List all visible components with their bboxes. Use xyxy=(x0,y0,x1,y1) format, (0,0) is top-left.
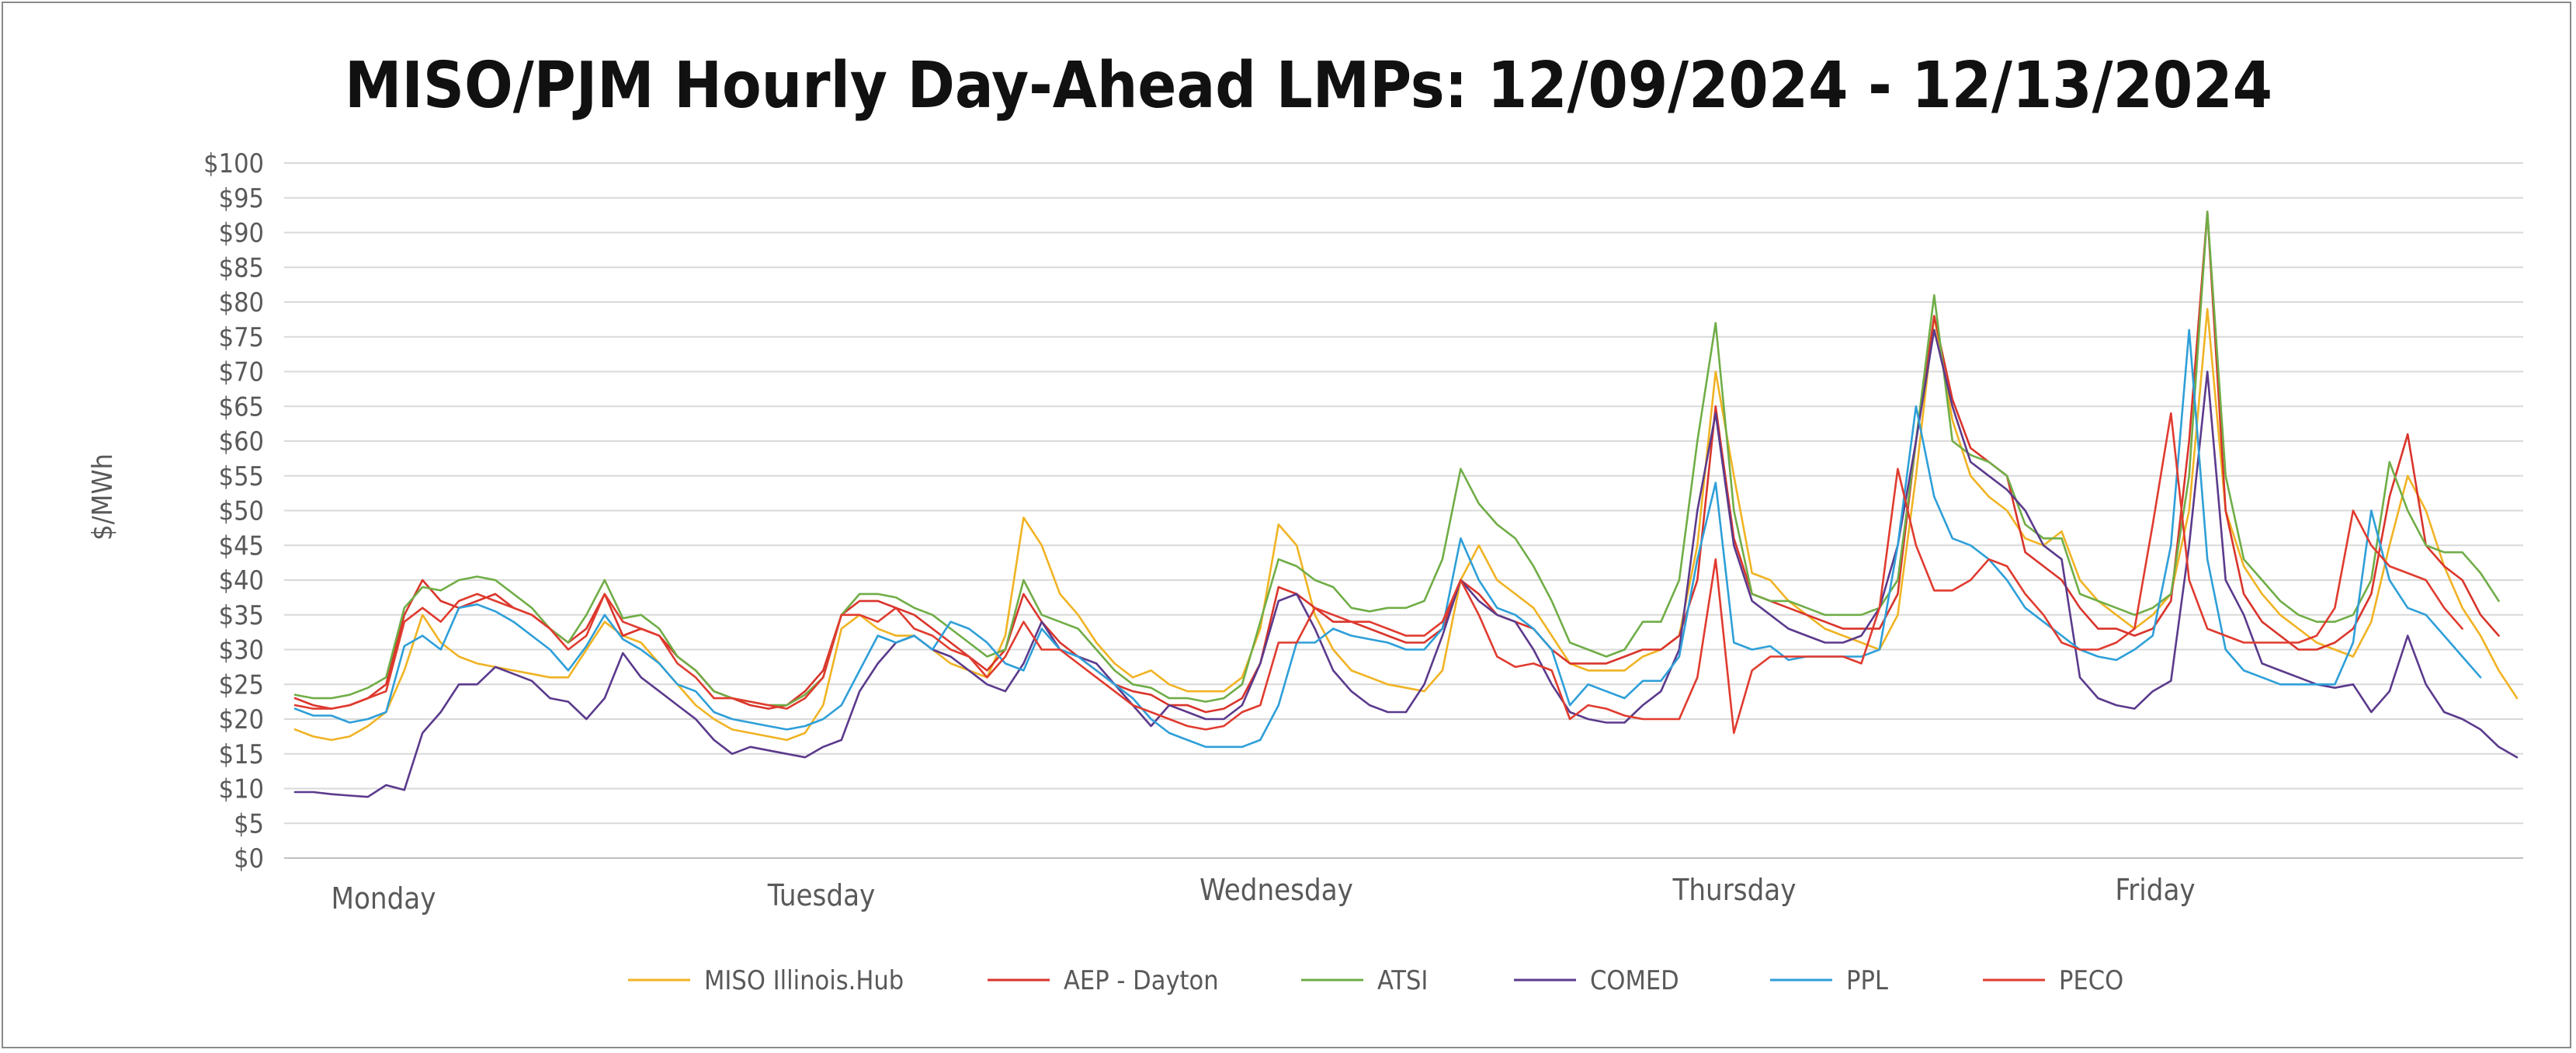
legend-label: PPL xyxy=(1846,965,1888,996)
y-tick-label: $30 xyxy=(219,635,264,666)
y-tick-label: $65 xyxy=(219,391,264,422)
legend-label: AEP - Dayton xyxy=(1064,965,1219,996)
y-tick-label: $85 xyxy=(219,252,264,283)
day-label: Tuesday xyxy=(767,878,876,912)
series-line-2 xyxy=(293,210,2500,707)
y-tick-label: $5 xyxy=(234,808,264,839)
y-tick-label: $40 xyxy=(219,565,264,596)
y-tick-label: $90 xyxy=(219,218,264,249)
legend-label: COMED xyxy=(1590,965,1679,996)
y-tick-label: $35 xyxy=(219,600,264,631)
day-label: Thursday xyxy=(1672,873,1797,907)
y-tick-label: $15 xyxy=(219,739,264,770)
y-tick-label: $70 xyxy=(219,357,264,388)
y-axis-label: $/MWh xyxy=(87,454,119,540)
y-tick-label: $55 xyxy=(219,461,264,492)
legend-label: PECO xyxy=(2059,965,2123,996)
y-tick-label: $50 xyxy=(219,496,264,527)
y-tick-label: $95 xyxy=(219,183,264,214)
series-line-4 xyxy=(293,328,2482,749)
y-tick-label: $0 xyxy=(234,843,264,874)
legend-label: ATSI xyxy=(1377,965,1428,996)
x-axis-day-labels: Monday Tuesday Wednesday Thursday Friday xyxy=(332,873,2196,916)
line-chart: MISO/PJM Hourly Day-Ahead LMPs: 12/09/20… xyxy=(87,49,2523,996)
series-line-3 xyxy=(293,328,2519,798)
y-tick-label: $80 xyxy=(219,287,264,318)
chart-title: MISO/PJM Hourly Day-Ahead LMPs: 12/09/20… xyxy=(345,49,2272,123)
y-tick-label: $20 xyxy=(219,704,264,735)
day-label: Wednesday xyxy=(1199,873,1353,907)
y-tick-label: $25 xyxy=(219,669,264,700)
y-axis-ticks: $0 $5$10 $15 $20 $25$30 $35 $40 $45$50 $55 $60 $65… xyxy=(203,148,264,874)
day-label: Monday xyxy=(332,881,436,916)
legend: MISO Illinois.Hub AEP - Dayton ATSI COMED PP… xyxy=(628,965,2123,996)
y-tick-label: $60 xyxy=(219,426,264,457)
gridlines xyxy=(284,162,2523,859)
y-tick-label: $75 xyxy=(219,322,264,353)
series-line-5 xyxy=(293,412,2463,735)
series-lines xyxy=(293,210,2519,798)
y-tick-label: $10 xyxy=(219,774,264,805)
legend-label: MISO Illinois.Hub xyxy=(704,965,904,996)
y-tick-label: $45 xyxy=(219,530,264,561)
y-tick-label: $100 xyxy=(203,148,264,179)
day-label: Friday xyxy=(2115,873,2195,907)
